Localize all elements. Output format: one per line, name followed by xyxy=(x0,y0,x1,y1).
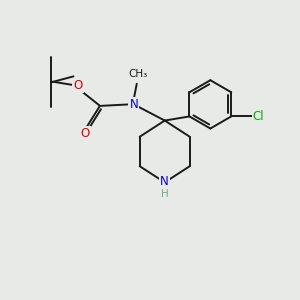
Text: O: O xyxy=(73,79,83,92)
Text: Cl: Cl xyxy=(253,110,265,123)
Text: H: H xyxy=(161,189,169,199)
Text: CH₃: CH₃ xyxy=(129,69,148,79)
Text: O: O xyxy=(81,127,90,140)
Text: N: N xyxy=(129,98,138,111)
Text: N: N xyxy=(160,175,169,188)
